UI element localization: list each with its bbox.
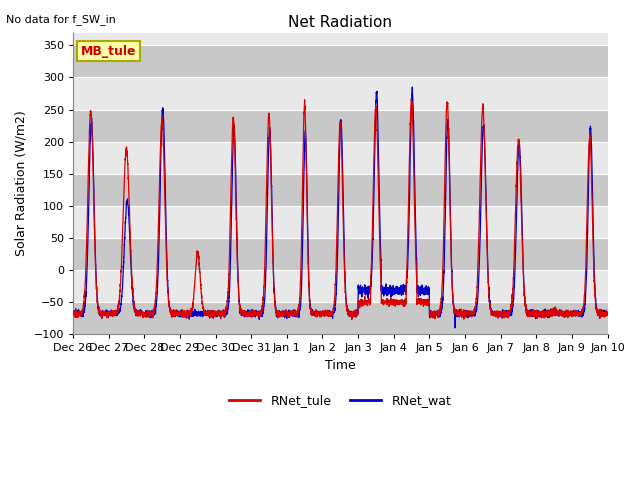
Text: No data for f_SW_in: No data for f_SW_in — [6, 14, 116, 25]
Bar — [73, 77, 607, 109]
Bar — [73, 142, 607, 174]
Bar — [73, 109, 607, 142]
Y-axis label: Solar Radiation (W/m2): Solar Radiation (W/m2) — [15, 110, 28, 256]
Bar — [73, 302, 607, 334]
Text: MB_tule: MB_tule — [81, 45, 136, 58]
Bar — [73, 238, 607, 270]
Bar — [73, 206, 607, 238]
Legend: RNet_tule, RNet_wat: RNet_tule, RNet_wat — [224, 389, 456, 412]
Bar — [73, 174, 607, 206]
Bar — [73, 270, 607, 302]
X-axis label: Time: Time — [325, 359, 356, 372]
Bar — [73, 46, 607, 77]
Title: Net Radiation: Net Radiation — [288, 15, 392, 30]
